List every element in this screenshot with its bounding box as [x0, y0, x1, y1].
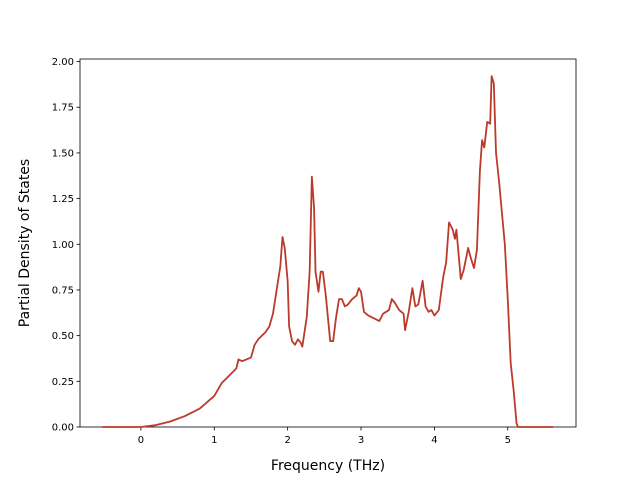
- x-tick-label: 0: [138, 435, 144, 446]
- y-tick-label: 1.50: [52, 148, 74, 159]
- plot-frame: [79, 58, 577, 428]
- y-tick-label: 1.00: [52, 240, 74, 251]
- x-tick-label: 1: [211, 435, 217, 446]
- x-tick-label: 5: [505, 435, 511, 446]
- y-tick-label: 0.75: [52, 285, 74, 296]
- x-axis-label: Frequency (THz): [271, 458, 385, 474]
- y-tick-label: 0.25: [52, 377, 74, 388]
- x-tick-label: 4: [431, 435, 437, 446]
- y-tick-label: 2.00: [52, 57, 74, 68]
- y-tick-label: 0.00: [52, 423, 74, 434]
- y-tick-label: 1.75: [52, 103, 74, 114]
- y-tick-label: 1.25: [52, 194, 74, 205]
- x-tick-label: 2: [284, 435, 290, 446]
- x-tick-label: 3: [358, 435, 364, 446]
- y-tick-label: 0.50: [52, 331, 74, 342]
- data-line: [102, 75, 554, 428]
- y-axis-label: Partial Density of States: [17, 159, 33, 327]
